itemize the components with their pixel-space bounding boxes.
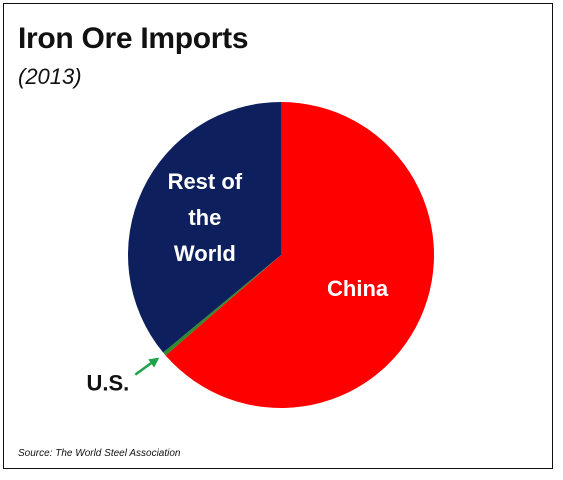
label-rest-of-the-world: Rest of the World xyxy=(168,169,243,266)
chart-source: Source: The World Steel Association xyxy=(18,448,181,459)
pie-labels: China U.S. Rest of the World xyxy=(86,169,388,396)
slice-china xyxy=(165,102,435,408)
label-u-s: U.S. xyxy=(86,371,129,396)
pie-slices xyxy=(128,102,435,408)
slice-u-s xyxy=(163,255,281,356)
slice-rest-of-the-world xyxy=(128,102,281,353)
chart-subtitle: (2013) xyxy=(18,64,82,89)
callout-arrowhead xyxy=(148,357,160,368)
label-china: China xyxy=(327,276,389,301)
chart-title: Iron Ore Imports xyxy=(18,22,249,55)
